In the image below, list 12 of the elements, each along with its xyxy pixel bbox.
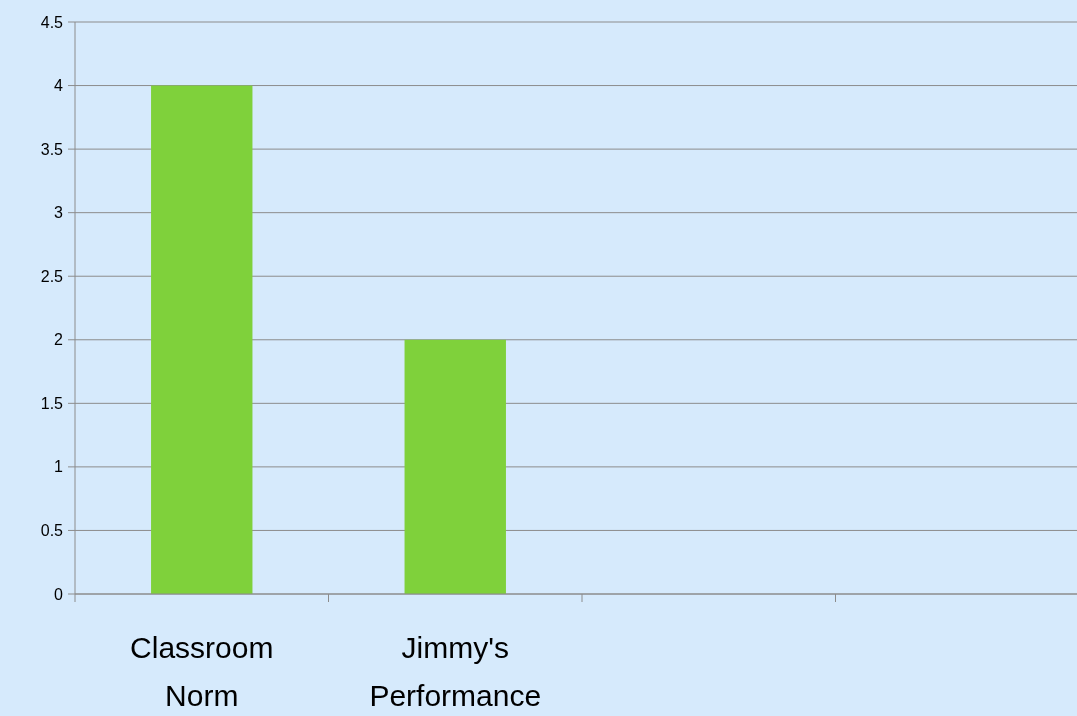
x-tick-label: Classroom Norm: [130, 631, 274, 712]
y-tick-label: 4.5: [40, 13, 64, 31]
y-tick-label: 1.5: [40, 394, 64, 412]
y-tick-label: 4: [54, 77, 64, 95]
y-tick-label: 0: [54, 585, 64, 603]
y-tick-label: 3.5: [40, 140, 64, 158]
y-tick-label: 0.5: [40, 522, 64, 540]
x-tick-label: Jimmy's Performance: [369, 631, 542, 712]
y-tick-label: 2: [54, 331, 64, 349]
y-tick-label: 1: [54, 458, 64, 476]
y-tick-label: 2.5: [40, 267, 64, 285]
y-tick-label: 3: [54, 204, 64, 222]
